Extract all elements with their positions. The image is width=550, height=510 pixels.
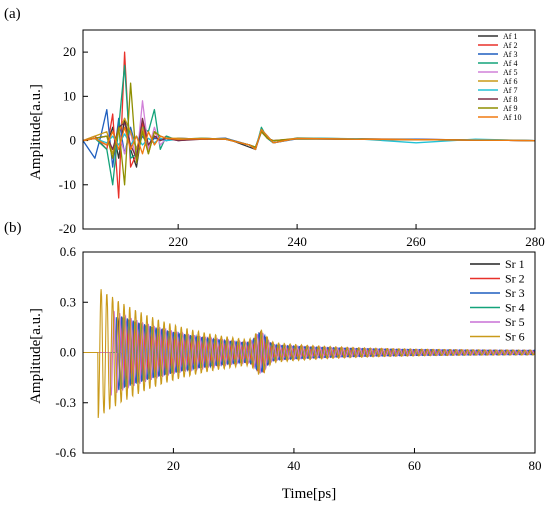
series-line (82, 82, 536, 186)
legend-label: Af 6 (503, 77, 517, 86)
x-tick-label: 80 (529, 458, 542, 473)
x-tick-label: 20 (167, 458, 180, 473)
legend-item: Sr 4 (470, 301, 525, 315)
legend-item: Af 10 (478, 113, 521, 122)
x-tick-label: 220 (168, 234, 188, 249)
axis-ticks-a: 220 240 260 280 -20 -10 0 10 20 (59, 44, 545, 249)
panel-label-a: (a) (4, 6, 21, 22)
y-axis-title-a: Amplitude[a.u.] (28, 84, 44, 180)
series-lines-b (83, 289, 536, 418)
y-tick-label: -0.3 (55, 395, 76, 410)
x-axis-title-b: Time[ps] (282, 486, 336, 502)
panel-a: (a) Amplitude[a.u.] 220 240 260 280 -20 -10 0 1… (4, 6, 545, 249)
legend-item: Af 9 (478, 104, 517, 113)
x-tick-label: 240 (287, 234, 307, 249)
legend-label: Sr 3 (505, 286, 525, 300)
legend-label: Sr 1 (505, 257, 525, 271)
legend-item: Af 8 (478, 95, 517, 104)
legend-label: Af 8 (503, 95, 517, 104)
legend-item: Sr 1 (470, 257, 525, 271)
legend-item: Af 2 (478, 41, 517, 50)
legend-item: Af 4 (478, 59, 517, 68)
panel-label-b: (b) (4, 220, 22, 236)
y-tick-label: 20 (63, 44, 76, 59)
legend-item: Sr 2 (470, 272, 525, 286)
legend-label: Sr 5 (505, 315, 525, 329)
x-tick-label: 280 (525, 234, 545, 249)
series-line (83, 289, 536, 418)
y-tick-label: -20 (59, 221, 76, 236)
series-line (82, 64, 536, 186)
legend-item: Af 7 (478, 86, 517, 95)
legend-label: Af 4 (503, 59, 517, 68)
series-lines-a (82, 51, 536, 199)
y-tick-label: 0.3 (60, 294, 76, 309)
legend-label: Sr 2 (505, 272, 525, 286)
y-tick-label: -0.6 (55, 445, 76, 460)
legend-label: Af 5 (503, 68, 517, 77)
legend-item: Af 1 (478, 32, 517, 41)
y-tick-label: 0.0 (60, 345, 76, 360)
y-axis-title-b: Amplitude[a.u.] (28, 308, 44, 404)
legend-label: Af 3 (503, 50, 517, 59)
plot-frame-a (82, 29, 536, 230)
x-tick-label: 260 (406, 234, 426, 249)
legend-b: Sr 1Sr 2Sr 3Sr 4Sr 5Sr 6 (470, 257, 525, 344)
panel-b: (b) Amplitude[a.u.] Time[ps] 20 40 60 80 -0.… (4, 220, 542, 502)
axis-ticks-b: 20 40 60 80 -0.6 -0.3 0.0 0.3 0.6 (55, 244, 541, 473)
y-tick-label: 10 (63, 88, 76, 103)
legend-item: Sr 3 (470, 286, 525, 300)
legend-label: Af 7 (503, 86, 517, 95)
legend-item: Af 6 (478, 77, 517, 86)
legend-label: Af 1 (503, 32, 517, 41)
x-tick-label: 40 (287, 458, 300, 473)
legend-label: Af 2 (503, 41, 517, 50)
legend-item: Sr 6 (470, 330, 525, 344)
legend-label: Af 9 (503, 104, 517, 113)
y-tick-label: 0.6 (60, 244, 77, 259)
legend-item: Sr 5 (470, 315, 525, 329)
series-line (82, 100, 536, 164)
legend-item: Af 3 (478, 50, 517, 59)
legend-label: Af 10 (503, 113, 521, 122)
legend-a: Af 1Af 2Af 3Af 4Af 5Af 6Af 7Af 8Af 9Af 1… (478, 32, 521, 122)
y-tick-label: 0 (70, 133, 77, 148)
legend-label: Sr 6 (505, 330, 525, 344)
legend-label: Sr 4 (505, 301, 525, 315)
plot-frame-b (82, 251, 536, 454)
legend-item: Af 5 (478, 68, 517, 77)
y-tick-label: -10 (59, 177, 76, 192)
series-line (82, 126, 536, 155)
x-tick-label: 60 (408, 458, 421, 473)
